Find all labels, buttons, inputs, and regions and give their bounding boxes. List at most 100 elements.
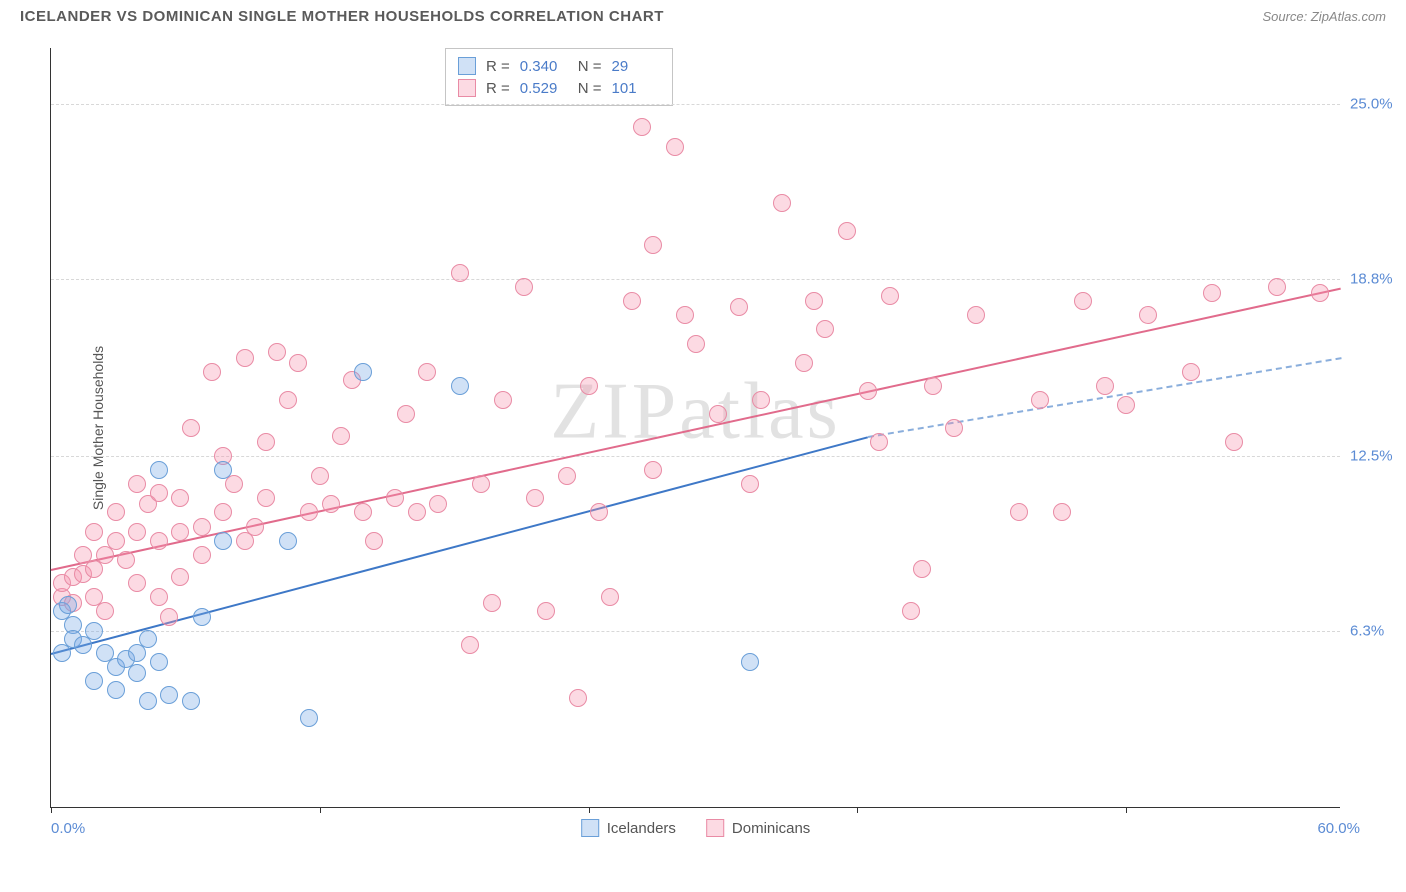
gridline: [51, 279, 1340, 280]
y-tick-label: 18.8%: [1350, 270, 1406, 287]
scatter-point: [246, 518, 264, 536]
scatter-point: [601, 588, 619, 606]
scatter-point: [160, 686, 178, 704]
scatter-point: [85, 672, 103, 690]
scatter-point: [279, 391, 297, 409]
scatter-point: [1031, 391, 1049, 409]
scatter-point: [150, 653, 168, 671]
n-value-icelanders: 29: [612, 58, 660, 75]
scatter-point: [300, 709, 318, 727]
scatter-point: [214, 461, 232, 479]
scatter-point: [386, 489, 404, 507]
source-attribution: Source: ZipAtlas.com: [1262, 9, 1386, 24]
scatter-point: [1225, 433, 1243, 451]
plot-area: ZIPatlas Single Mother Households R = 0.…: [50, 48, 1340, 808]
scatter-point: [214, 532, 232, 550]
scatter-point: [494, 391, 512, 409]
correlation-stats-box: R = 0.340 N = 29 R = 0.529 N = 101: [445, 48, 673, 106]
scatter-point: [193, 518, 211, 536]
scatter-point: [741, 653, 759, 671]
scatter-point: [1074, 292, 1092, 310]
n-label: N =: [578, 58, 602, 75]
scatter-point: [354, 503, 372, 521]
r-value-icelanders: 0.340: [520, 58, 568, 75]
scatter-point: [451, 264, 469, 282]
scatter-point: [85, 622, 103, 640]
legend-swatch-icelanders: [581, 819, 599, 837]
scatter-point: [1203, 284, 1221, 302]
scatter-point: [171, 568, 189, 586]
chart-container: ICELANDER VS DOMINICAN SINGLE MOTHER HOU…: [0, 0, 1406, 892]
legend-label-icelanders: Icelanders: [607, 820, 676, 837]
scatter-point: [902, 602, 920, 620]
x-tick-label-min: 0.0%: [51, 820, 85, 837]
r-label: R =: [486, 80, 510, 97]
legend-swatch-dominicans: [706, 819, 724, 837]
scatter-point: [128, 664, 146, 682]
scatter-point: [741, 475, 759, 493]
x-tick-mark: [1126, 807, 1127, 813]
scatter-point: [311, 467, 329, 485]
scatter-point: [526, 489, 544, 507]
trend-line-extrapolated: [868, 358, 1341, 439]
scatter-point: [257, 489, 275, 507]
scatter-point: [150, 588, 168, 606]
scatter-point: [193, 546, 211, 564]
scatter-point: [623, 292, 641, 310]
scatter-point: [214, 503, 232, 521]
scatter-point: [117, 551, 135, 569]
scatter-point: [1268, 278, 1286, 296]
legend-item-dominicans: Dominicans: [706, 819, 810, 837]
x-tick-mark: [51, 807, 52, 813]
scatter-point: [1053, 503, 1071, 521]
scatter-point: [279, 532, 297, 550]
swatch-dominicans: [458, 79, 476, 97]
stats-row-icelanders: R = 0.340 N = 29: [458, 55, 660, 77]
scatter-point: [709, 405, 727, 423]
scatter-point: [461, 636, 479, 654]
gridline: [51, 104, 1340, 105]
scatter-point: [128, 523, 146, 541]
stats-row-dominicans: R = 0.529 N = 101: [458, 77, 660, 99]
chart-title: ICELANDER VS DOMINICAN SINGLE MOTHER HOU…: [20, 8, 664, 25]
scatter-point: [838, 222, 856, 240]
scatter-point: [107, 503, 125, 521]
chart-header: ICELANDER VS DOMINICAN SINGLE MOTHER HOU…: [0, 0, 1406, 29]
scatter-point: [354, 363, 372, 381]
scatter-point: [1139, 306, 1157, 324]
scatter-point: [676, 306, 694, 324]
scatter-point: [107, 681, 125, 699]
scatter-point: [666, 138, 684, 156]
scatter-point: [397, 405, 415, 423]
scatter-point: [139, 692, 157, 710]
scatter-point: [150, 532, 168, 550]
legend-label-dominicans: Dominicans: [732, 820, 810, 837]
x-tick-mark: [857, 807, 858, 813]
y-tick-label: 12.5%: [1350, 448, 1406, 465]
scatter-point: [268, 343, 286, 361]
x-tick-mark: [589, 807, 590, 813]
scatter-point: [418, 363, 436, 381]
scatter-point: [236, 349, 254, 367]
scatter-point: [633, 118, 651, 136]
scatter-point: [913, 560, 931, 578]
n-value-dominicans: 101: [612, 80, 660, 97]
scatter-point: [139, 630, 157, 648]
scatter-point: [107, 532, 125, 550]
scatter-point: [289, 354, 307, 372]
swatch-icelanders: [458, 57, 476, 75]
scatter-point: [537, 602, 555, 620]
scatter-point: [171, 489, 189, 507]
x-tick-mark: [320, 807, 321, 813]
scatter-point: [795, 354, 813, 372]
scatter-point: [332, 427, 350, 445]
scatter-point: [580, 377, 598, 395]
scatter-point: [128, 475, 146, 493]
gridline: [51, 456, 1340, 457]
scatter-point: [85, 523, 103, 541]
scatter-point: [1010, 503, 1028, 521]
scatter-point: [644, 236, 662, 254]
scatter-point: [967, 306, 985, 324]
scatter-point: [408, 503, 426, 521]
scatter-point: [816, 320, 834, 338]
